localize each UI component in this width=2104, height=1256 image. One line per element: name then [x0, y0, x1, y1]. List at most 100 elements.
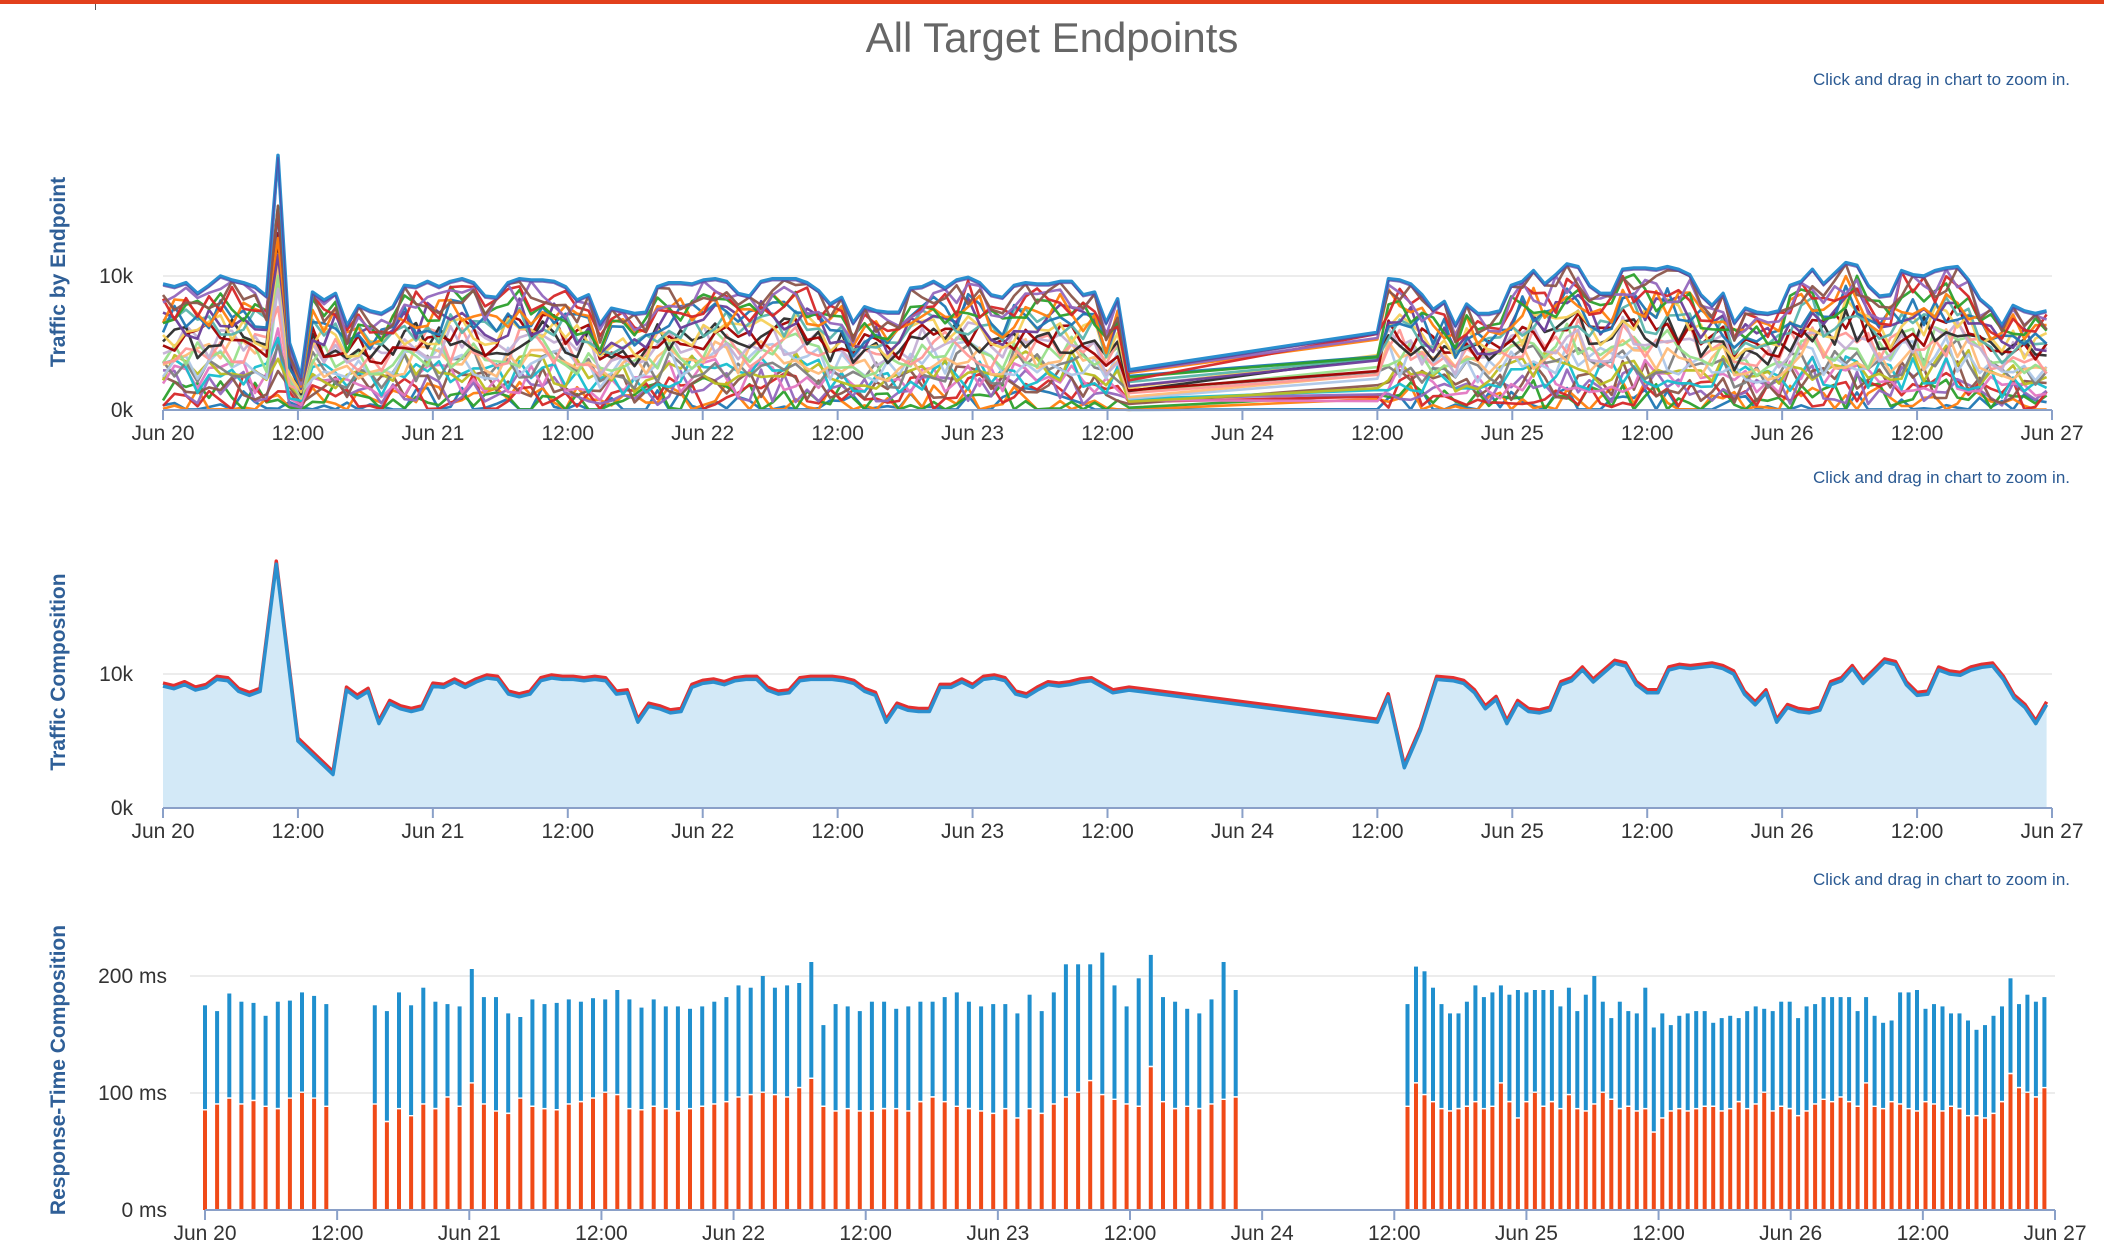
response-bar-upper [542, 1004, 547, 1108]
traffic-x-tick-label: Jun 24 [1211, 422, 1274, 445]
response-bar-lower [1660, 1118, 1665, 1210]
response-bar-upper [1898, 992, 1903, 1104]
response-bar-upper [445, 1004, 450, 1097]
response-bar-lower [1592, 1104, 1597, 1210]
response-bar-lower [675, 1111, 680, 1210]
response-x-tick-label: Jun 25 [1495, 1222, 1558, 1245]
response-bar-lower [1088, 1081, 1093, 1210]
response-bar-upper [1124, 1006, 1129, 1104]
response-bar-upper [918, 1001, 923, 1101]
traffic-x-tick-label: 12:00 [1891, 422, 1944, 445]
response-bar-upper [1668, 1025, 1673, 1111]
composition-x-tick-label: Jun 21 [401, 820, 464, 843]
response-bar-lower [1027, 1109, 1032, 1210]
response-bar-upper [930, 1001, 935, 1097]
response-y-tick-label: 0 ms [121, 1199, 167, 1222]
response-bar-lower [1051, 1104, 1056, 1210]
response-bar-upper [1617, 1001, 1622, 1108]
response-bar-lower [869, 1111, 874, 1210]
response-bar-upper [1003, 1004, 1008, 1108]
response-bar-upper [833, 1004, 838, 1111]
response-bar-lower [627, 1109, 632, 1210]
response-bar-lower [542, 1109, 547, 1210]
response-bar-lower [785, 1097, 790, 1210]
response-bar-upper [1448, 1013, 1452, 1111]
response-bar-lower [1015, 1118, 1020, 1210]
traffic-series-line [161, 236, 2047, 388]
top-accent-bar [0, 0, 2104, 4]
response-bar-lower [1821, 1100, 1826, 1210]
response-bar-upper [639, 1007, 644, 1110]
response-bar-upper [1197, 1013, 1202, 1108]
response-bar-lower [591, 1098, 595, 1210]
response-x-tick-label: 12:00 [1368, 1222, 1421, 1245]
response-bar-upper [1600, 1001, 1605, 1092]
response-bar-lower [1490, 1107, 1495, 1210]
traffic-x-tick-label: Jun 26 [1751, 422, 1814, 445]
response-bar-upper [1515, 990, 1520, 1118]
response-bar-upper [1583, 994, 1588, 1111]
response-bar-lower [1473, 1102, 1478, 1210]
response-bar-upper [627, 999, 632, 1108]
response-bar-upper [2042, 997, 2047, 1087]
top-tick-mark [95, 4, 96, 10]
traffic-axis-title: Traffic by Endpoint [47, 177, 70, 367]
response-x-tick-label: 12:00 [1632, 1222, 1685, 1245]
response-bar-lower [518, 1098, 523, 1210]
response-bar-upper [809, 962, 814, 1078]
response-bar-lower [894, 1109, 899, 1210]
response-bar-lower [797, 1088, 802, 1210]
response-bar-upper [1702, 1011, 1707, 1106]
composition-top-line [162, 559, 2049, 774]
response-bar-upper [1233, 990, 1238, 1097]
response-bar-lower [700, 1107, 705, 1210]
response-bar-lower [1566, 1095, 1571, 1210]
traffic-x-tick-label: Jun 22 [671, 422, 734, 445]
response-bar-upper [1745, 1011, 1750, 1108]
response-bar-lower [433, 1109, 438, 1210]
response-bar-upper [1549, 990, 1554, 1101]
response-bar-upper [663, 1006, 668, 1108]
response-x-tick-label: Jun 24 [1231, 1222, 1294, 1245]
composition-x-tick-label: 12:00 [272, 820, 325, 843]
response-bar-lower [2000, 1102, 2004, 1210]
response-bar-lower [906, 1111, 911, 1210]
response-bar-lower [1063, 1097, 1068, 1210]
response-bar-lower [457, 1107, 462, 1210]
response-bar-lower [1197, 1109, 1202, 1210]
composition-x-tick-label: Jun 25 [1481, 820, 1544, 843]
response-bar-upper [1821, 997, 1826, 1099]
response-bar-lower [942, 1102, 947, 1210]
response-bar-lower [1889, 1102, 1894, 1210]
response-bar-upper [603, 999, 608, 1092]
response-bar-upper [1148, 954, 1153, 1066]
response-bar-upper [1796, 1018, 1801, 1115]
response-bar-lower [203, 1110, 207, 1210]
response-bar-upper [1221, 962, 1226, 1099]
response-bar-lower [1753, 1104, 1758, 1210]
response-bar-upper [2000, 1006, 2004, 1101]
response-bar-lower [845, 1109, 850, 1210]
response-bar-lower [1549, 1102, 1554, 1210]
response-bar-upper [457, 1006, 462, 1106]
traffic-envelope-shadow [162, 156, 2047, 380]
response-bar-lower [227, 1098, 232, 1210]
response-bar-upper [1439, 1004, 1444, 1108]
response-bar-lower [1813, 1104, 1818, 1210]
response-bar-upper [1957, 1013, 1962, 1108]
response-bar-lower [1668, 1111, 1673, 1210]
response-bar-upper [1830, 997, 1835, 1101]
response-bar-upper [700, 1006, 705, 1106]
response-bar-lower [263, 1107, 268, 1210]
response-bar-upper [2025, 994, 2030, 1092]
response-bar-upper [1076, 964, 1081, 1092]
response-bar-upper [1027, 994, 1032, 1108]
traffic-series-line [161, 344, 2048, 404]
response-bar-lower [1100, 1095, 1105, 1210]
traffic-series-line [161, 211, 2048, 382]
response-bar-upper [785, 985, 790, 1097]
response-bar-lower [1076, 1093, 1081, 1210]
response-bar-lower [1515, 1118, 1520, 1210]
response-bar-upper [1643, 987, 1648, 1108]
